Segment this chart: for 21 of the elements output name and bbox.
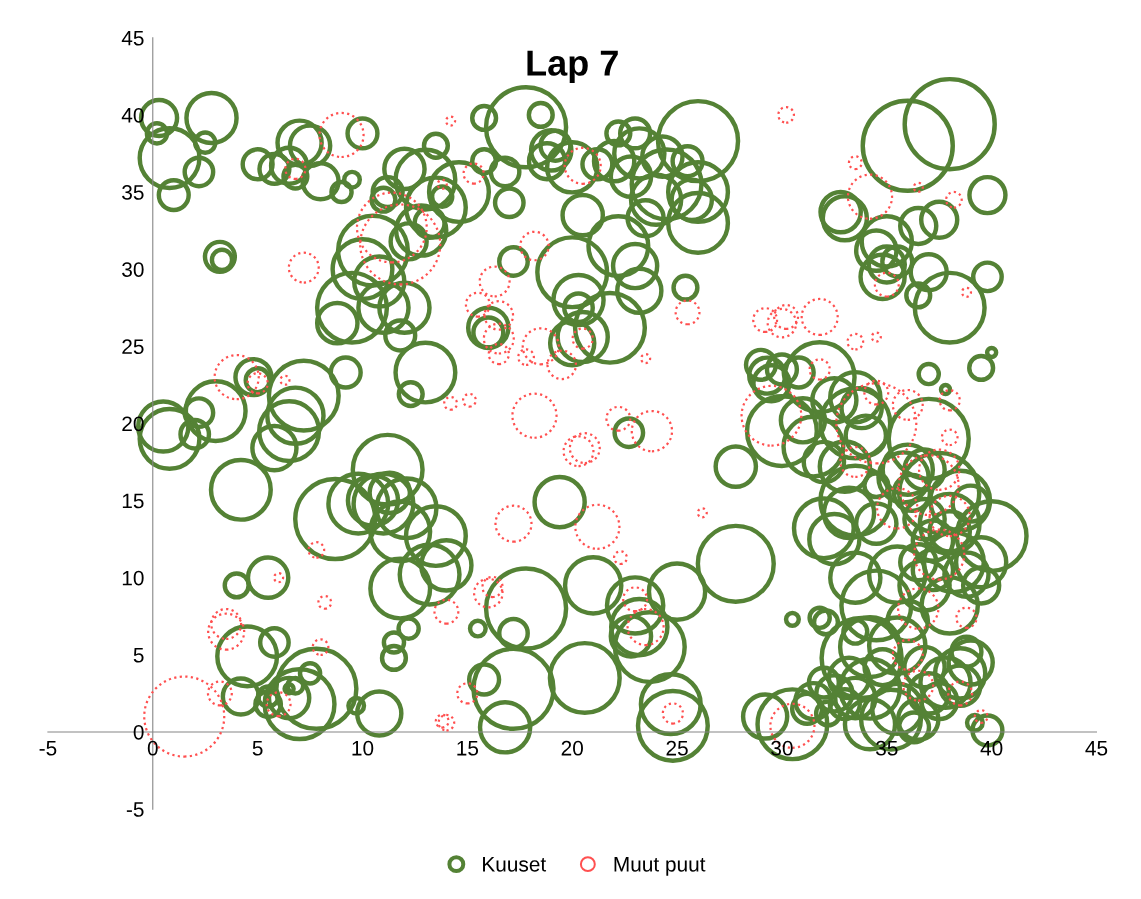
y-tick-label: 0 — [133, 724, 144, 740]
x-tick-label: 45 — [1085, 741, 1108, 756]
x-tick-label: 25 — [666, 740, 688, 756]
x-tick-label: 0 — [147, 740, 158, 756]
y-tick-label: 10 — [122, 570, 144, 586]
legend-label: Kuuset — [483, 857, 547, 872]
x-tick-label: 30 — [771, 740, 793, 756]
x-tick-label: 10 — [352, 740, 374, 756]
y-tick-label: 45 — [121, 30, 144, 46]
y-tick-label: 5 — [133, 648, 144, 663]
y-tick-label: -5 — [126, 802, 144, 817]
x-tick-label: 15 — [457, 741, 479, 756]
x-tick-label: 20 — [561, 740, 583, 756]
x-tick-label: -5 — [39, 741, 57, 756]
x-tick-label: 5 — [252, 741, 263, 756]
legend-label: Muut puut — [614, 857, 706, 876]
y-tick-label: 15 — [122, 493, 144, 509]
y-tick-label: 25 — [122, 339, 144, 355]
y-tick-label: 30 — [122, 262, 144, 277]
y-tick-label: 35 — [122, 185, 144, 200]
chart-title: Lap 7 — [527, 50, 618, 83]
